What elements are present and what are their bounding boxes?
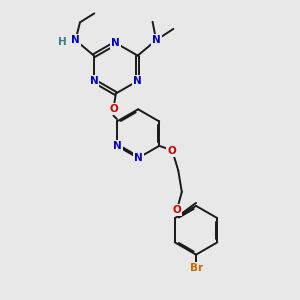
Text: N: N <box>111 38 120 48</box>
Text: N: N <box>133 76 142 86</box>
Text: N: N <box>71 35 80 45</box>
Text: N: N <box>134 153 142 163</box>
Text: N: N <box>152 35 161 45</box>
Text: O: O <box>109 104 118 114</box>
Text: O: O <box>167 146 176 156</box>
Text: Br: Br <box>190 263 202 273</box>
Text: O: O <box>172 205 181 215</box>
Text: N: N <box>90 76 98 86</box>
Text: N: N <box>112 141 122 151</box>
Text: H: H <box>58 37 67 47</box>
